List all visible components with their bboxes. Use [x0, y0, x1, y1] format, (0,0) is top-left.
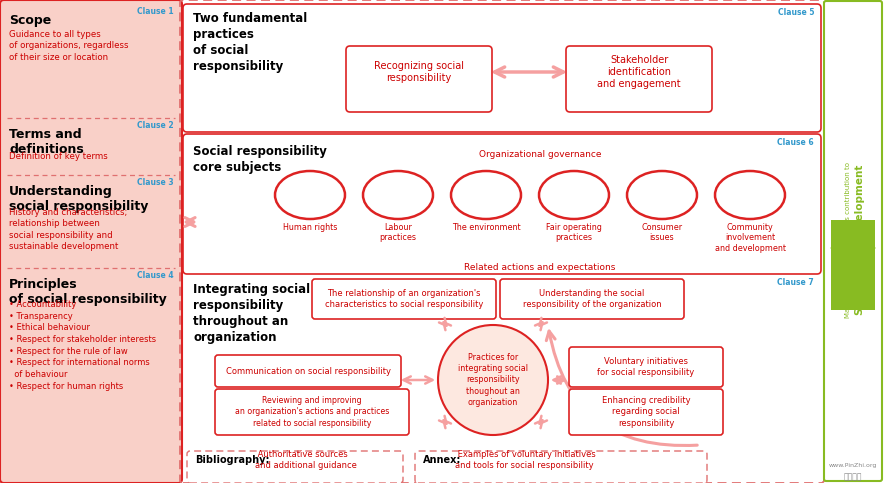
Text: Clause 7: Clause 7 [777, 278, 814, 287]
Text: Clause 1: Clause 1 [138, 7, 174, 16]
Text: The relationship of an organization's
characteristics to social responsibility: The relationship of an organization's ch… [325, 289, 483, 309]
Text: Clause 4: Clause 4 [138, 271, 174, 280]
Text: Maximizing an organization's contribution to: Maximizing an organization's contributio… [845, 162, 851, 318]
FancyArrowPatch shape [546, 331, 697, 445]
Text: 品质协会: 品质协会 [844, 472, 862, 481]
FancyBboxPatch shape [0, 0, 182, 483]
Text: Labour
practices: Labour practices [379, 223, 416, 242]
Text: Clause 2: Clause 2 [138, 121, 174, 130]
Text: Clause 5: Clause 5 [778, 8, 814, 17]
Text: Annex:: Annex: [423, 455, 462, 465]
Text: Reviewing and improving
an organization's actions and practices
related to socia: Reviewing and improving an organization'… [234, 397, 389, 427]
Text: Sustainable development: Sustainable development [855, 165, 865, 315]
FancyBboxPatch shape [215, 389, 409, 435]
Text: Understanding the social
responsibility of the organization: Understanding the social responsibility … [523, 289, 662, 309]
Text: www.PinZhi.org: www.PinZhi.org [829, 463, 877, 468]
Text: Integrating social
responsibility
throughout an
organization: Integrating social responsibility throug… [193, 283, 310, 344]
Text: • Accountability
• Transparency
• Ethical behaviour
• Respect for stakeholder in: • Accountability • Transparency • Ethica… [9, 300, 156, 391]
FancyBboxPatch shape [346, 46, 492, 112]
FancyBboxPatch shape [312, 279, 496, 319]
FancyBboxPatch shape [183, 134, 821, 274]
Text: Authoritative sources
and additional guidance: Authoritative sources and additional gui… [255, 450, 357, 470]
FancyBboxPatch shape [183, 4, 821, 132]
Text: Clause 3: Clause 3 [138, 178, 174, 187]
Circle shape [438, 325, 548, 435]
FancyBboxPatch shape [569, 347, 723, 387]
FancyArrow shape [831, 237, 875, 259]
Text: Scope: Scope [9, 14, 52, 27]
Text: Two fundamental
practices
of social
responsibility: Two fundamental practices of social resp… [193, 12, 307, 73]
Text: History and characteristics;
relationship between
social responsibility and
sust: History and characteristics; relationshi… [9, 208, 127, 251]
FancyBboxPatch shape [569, 389, 723, 435]
Text: Bibliography:: Bibliography: [195, 455, 269, 465]
Text: Fair operating
practices: Fair operating practices [546, 223, 602, 242]
Text: Understanding
social responsibility: Understanding social responsibility [9, 185, 148, 213]
Text: Practices for
integrating social
responsibility
thoughout an
organization: Practices for integrating social respons… [458, 353, 528, 407]
Text: Clause 6: Clause 6 [777, 138, 814, 147]
Text: Social responsibility
core subjects: Social responsibility core subjects [193, 145, 327, 174]
Text: Community
involvement
and development: Community involvement and development [715, 223, 786, 253]
Text: Recognizing social
responsibility: Recognizing social responsibility [374, 61, 464, 83]
Text: Stakeholder
identification
and engagement: Stakeholder identification and engagemen… [598, 55, 681, 89]
FancyBboxPatch shape [415, 451, 707, 483]
FancyBboxPatch shape [215, 355, 401, 387]
FancyBboxPatch shape [831, 220, 875, 310]
Text: The environment: The environment [452, 223, 520, 232]
FancyBboxPatch shape [566, 46, 712, 112]
Text: Guidance to all types
of organizations, regardless
of their size or location: Guidance to all types of organizations, … [9, 30, 129, 62]
Text: Organizational governance: Organizational governance [479, 150, 601, 159]
Text: Related actions and expectations: Related actions and expectations [464, 263, 615, 272]
Text: Consumer
issues: Consumer issues [641, 223, 683, 242]
Text: Enhancing credibility
regarding social
responsibility: Enhancing credibility regarding social r… [602, 397, 690, 427]
Text: Communication on social responsibility: Communication on social responsibility [226, 367, 391, 375]
Text: Human rights: Human rights [282, 223, 337, 232]
FancyBboxPatch shape [824, 1, 882, 481]
Text: Definition of key terms: Definition of key terms [9, 152, 107, 161]
Text: Examples of voluntary initiatives
and tools for social responsibility: Examples of voluntary initiatives and to… [455, 450, 596, 470]
FancyBboxPatch shape [500, 279, 684, 319]
FancyBboxPatch shape [187, 451, 403, 483]
Text: Principles
of social responsibility: Principles of social responsibility [9, 278, 167, 306]
Text: Terms and
definitions: Terms and definitions [9, 128, 83, 156]
Text: Voluntary initiatives
for social responsibility: Voluntary initiatives for social respons… [598, 357, 694, 377]
